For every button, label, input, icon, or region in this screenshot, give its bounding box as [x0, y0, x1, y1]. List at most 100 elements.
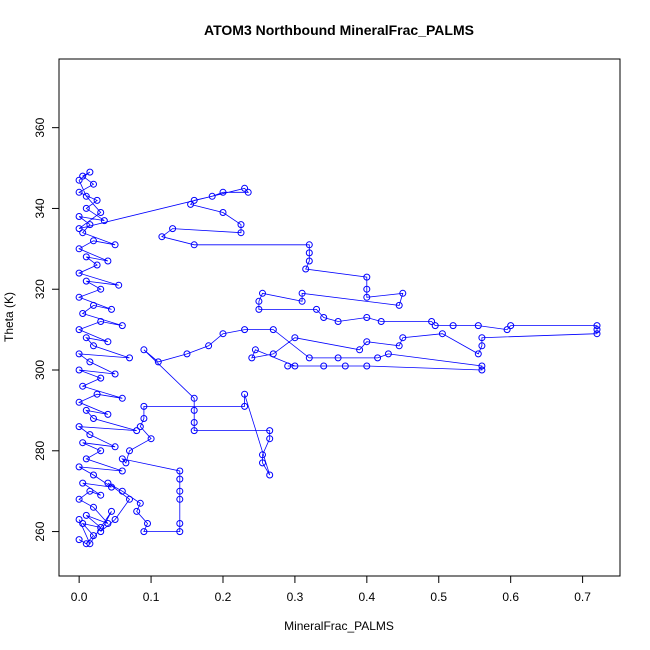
data-point	[205, 342, 213, 350]
data-point	[363, 362, 371, 370]
data-point	[291, 362, 299, 370]
data-point	[241, 184, 249, 192]
data-point	[90, 503, 97, 511]
data-point	[190, 406, 198, 414]
data-point	[104, 257, 112, 265]
data-point	[363, 293, 371, 301]
data-point	[97, 374, 105, 382]
data-point	[75, 326, 83, 334]
data-point	[593, 326, 601, 334]
data-point	[305, 354, 313, 362]
data-point	[176, 528, 184, 536]
data-point	[478, 342, 486, 350]
data-point	[334, 354, 342, 362]
data-point	[190, 196, 198, 204]
data-point	[90, 342, 97, 350]
data-point	[90, 532, 97, 540]
x-tick-label: 0.7	[574, 590, 591, 604]
data-point	[75, 516, 83, 523]
data-point	[305, 257, 313, 265]
x-axis: 0.0 0.1 0.2 0.3 0.4 0.5 0.6 0.7	[71, 575, 591, 604]
data-point	[237, 221, 245, 229]
data-point	[140, 528, 148, 536]
data-point	[251, 346, 259, 354]
data-point	[266, 435, 274, 443]
data-point	[363, 338, 371, 346]
data-point	[507, 322, 515, 330]
data-point	[219, 188, 227, 196]
y-tick-label: 340	[33, 198, 47, 218]
data-point	[266, 427, 274, 435]
data-point	[126, 354, 133, 362]
data-point	[90, 415, 97, 422]
data-point	[75, 463, 83, 471]
data-point	[259, 289, 266, 297]
data-point	[190, 419, 198, 426]
data-point	[176, 487, 184, 495]
data-point	[478, 366, 486, 374]
data-point	[341, 362, 349, 370]
data-point	[320, 314, 328, 321]
series-line	[77, 171, 598, 545]
data-point	[147, 435, 155, 443]
data-point	[259, 451, 266, 459]
y-tick-label: 300	[33, 360, 47, 380]
data-point	[111, 516, 119, 523]
data-point	[104, 479, 112, 487]
data-point	[133, 507, 141, 515]
data-point	[176, 475, 184, 483]
data-point	[75, 293, 83, 301]
data-point	[241, 390, 249, 398]
data-point	[219, 330, 227, 338]
data-point	[377, 318, 385, 325]
data-point	[97, 528, 105, 536]
data-point	[79, 520, 87, 527]
data-point	[90, 471, 97, 479]
data-point	[334, 318, 342, 325]
data-point	[118, 455, 126, 463]
y-tick-label: 280	[33, 440, 47, 460]
x-tick-label: 0.4	[358, 590, 375, 604]
data-point	[79, 479, 87, 487]
x-tick-label: 0.6	[502, 590, 519, 604]
data-point	[75, 245, 83, 253]
data-point	[183, 350, 191, 358]
data-point	[313, 305, 320, 313]
data-point	[97, 285, 105, 293]
data-point	[108, 483, 115, 491]
data-point	[284, 362, 292, 370]
data-point	[93, 390, 101, 398]
data-point	[305, 249, 313, 257]
data-point	[108, 507, 115, 515]
x-tick-label: 0.0	[71, 590, 88, 604]
data-point	[219, 209, 227, 216]
data-point	[97, 209, 105, 216]
data-point	[140, 346, 148, 354]
data-point	[97, 447, 105, 455]
data-point	[75, 398, 83, 406]
data-point	[108, 305, 115, 313]
data-point	[140, 415, 148, 422]
data-point	[266, 471, 274, 479]
data-point	[269, 326, 277, 334]
data-point	[374, 354, 382, 362]
data-point	[86, 487, 94, 495]
data-point	[100, 217, 108, 225]
y-axis: 260 280 300 320 340 360	[33, 117, 60, 542]
data-point	[126, 447, 133, 455]
data-point	[126, 495, 133, 503]
data-point	[431, 322, 439, 330]
data-point	[248, 354, 256, 362]
data-point	[255, 305, 263, 313]
data-point	[82, 277, 90, 285]
data-point	[79, 172, 87, 180]
data-point	[86, 540, 94, 548]
data-point	[320, 362, 328, 370]
data-point	[190, 394, 198, 402]
data-point	[82, 540, 90, 548]
data-point	[428, 318, 436, 325]
data-point	[438, 330, 446, 338]
data-point	[237, 229, 245, 237]
data-point	[104, 410, 112, 418]
